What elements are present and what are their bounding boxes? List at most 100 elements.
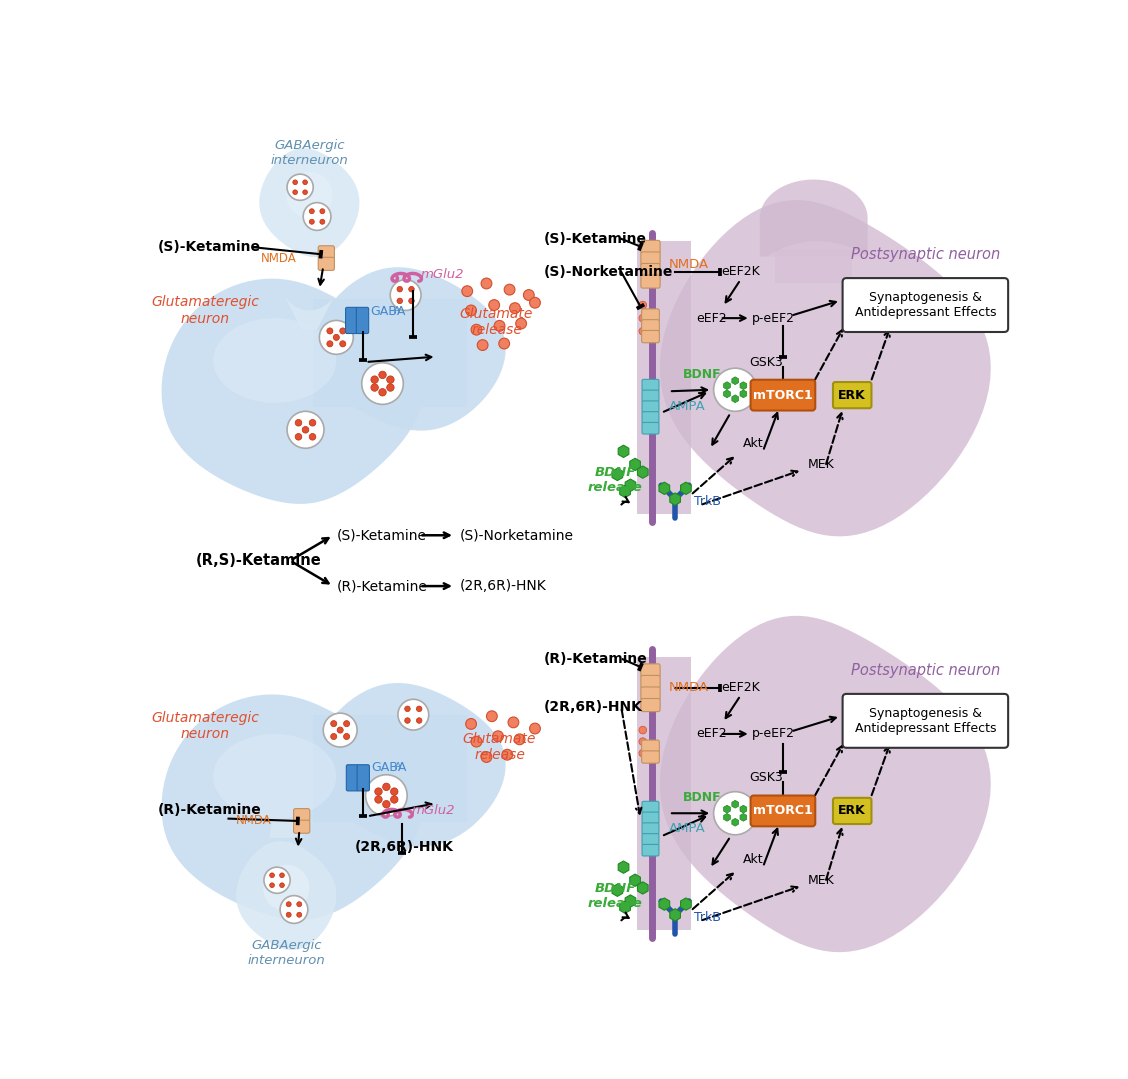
Circle shape <box>302 190 308 194</box>
Polygon shape <box>636 241 690 515</box>
FancyBboxPatch shape <box>356 308 369 333</box>
FancyBboxPatch shape <box>843 278 1008 332</box>
Circle shape <box>309 420 316 426</box>
Text: Postsynaptic neuron: Postsynaptic neuron <box>851 247 1001 262</box>
FancyBboxPatch shape <box>642 423 659 434</box>
Circle shape <box>280 896 308 924</box>
Text: eEF2K: eEF2K <box>721 265 760 278</box>
Text: MEK: MEK <box>808 874 835 887</box>
Circle shape <box>280 883 284 888</box>
FancyBboxPatch shape <box>642 309 660 322</box>
Text: Glutamateregic
neuron: Glutamateregic neuron <box>151 296 259 326</box>
Circle shape <box>397 286 403 292</box>
FancyBboxPatch shape <box>641 664 660 677</box>
Circle shape <box>309 434 316 440</box>
Text: (2R,6R)-HNK: (2R,6R)-HNK <box>544 700 643 714</box>
Polygon shape <box>660 200 990 536</box>
Text: GABAergic
interneuron: GABAergic interneuron <box>247 940 325 968</box>
Polygon shape <box>314 268 505 431</box>
Circle shape <box>297 912 301 917</box>
Text: BDNF
release: BDNF release <box>588 882 643 910</box>
Polygon shape <box>775 1057 853 1079</box>
Circle shape <box>638 738 646 746</box>
Text: Antidepressant Effects: Antidepressant Effects <box>855 306 996 319</box>
Text: A: A <box>394 306 400 315</box>
Circle shape <box>488 300 500 311</box>
Text: mGlu2: mGlu2 <box>412 804 456 817</box>
Polygon shape <box>760 988 867 1065</box>
Circle shape <box>293 190 298 194</box>
Polygon shape <box>287 172 333 218</box>
FancyBboxPatch shape <box>642 802 659 812</box>
Circle shape <box>297 902 301 906</box>
Circle shape <box>477 340 488 351</box>
Polygon shape <box>263 865 309 911</box>
Text: GABAergic
interneuron: GABAergic interneuron <box>271 138 349 166</box>
FancyBboxPatch shape <box>642 330 660 343</box>
Text: Antidepressant Effects: Antidepressant Effects <box>855 722 996 735</box>
Circle shape <box>302 426 309 433</box>
Text: eEF2K: eEF2K <box>721 681 760 694</box>
Circle shape <box>405 706 411 711</box>
Text: (S)-Ketamine: (S)-Ketamine <box>544 232 647 246</box>
Text: (S)-Norketamine: (S)-Norketamine <box>544 265 673 279</box>
Circle shape <box>287 912 291 917</box>
Circle shape <box>523 289 535 300</box>
Circle shape <box>390 788 398 795</box>
FancyBboxPatch shape <box>318 257 334 271</box>
Circle shape <box>387 384 394 392</box>
FancyBboxPatch shape <box>293 808 310 822</box>
Circle shape <box>340 328 346 334</box>
Text: (R)-Ketamine: (R)-Ketamine <box>544 652 647 666</box>
Text: NMDA: NMDA <box>669 258 710 271</box>
FancyBboxPatch shape <box>642 823 659 834</box>
Circle shape <box>714 368 757 411</box>
FancyBboxPatch shape <box>642 740 660 752</box>
Text: (S)-Ketamine: (S)-Ketamine <box>158 241 261 255</box>
Polygon shape <box>760 179 867 257</box>
Text: ERK: ERK <box>838 388 866 401</box>
Text: Glutamate
release: Glutamate release <box>460 306 534 337</box>
Circle shape <box>397 298 403 303</box>
Text: mGlu2: mGlu2 <box>421 268 465 281</box>
Polygon shape <box>314 299 467 407</box>
FancyBboxPatch shape <box>832 382 872 408</box>
Text: Akt: Akt <box>743 852 764 866</box>
Circle shape <box>287 902 291 906</box>
Circle shape <box>270 883 274 888</box>
Text: NMDA: NMDA <box>261 251 297 264</box>
Circle shape <box>461 286 473 297</box>
Circle shape <box>379 388 386 396</box>
Polygon shape <box>213 318 336 402</box>
Text: A: A <box>395 762 400 770</box>
FancyBboxPatch shape <box>641 698 660 711</box>
Circle shape <box>340 341 346 346</box>
Circle shape <box>382 801 390 808</box>
FancyBboxPatch shape <box>642 319 660 332</box>
Text: Postsynaptic neuron: Postsynaptic neuron <box>851 663 1001 678</box>
Text: NMDA: NMDA <box>236 815 272 828</box>
Text: BDNF
release: BDNF release <box>588 466 643 494</box>
Circle shape <box>280 873 284 877</box>
FancyBboxPatch shape <box>345 308 358 333</box>
FancyBboxPatch shape <box>642 834 659 845</box>
FancyBboxPatch shape <box>642 401 659 412</box>
Text: (R,S)-Ketamine: (R,S)-Ketamine <box>196 554 321 569</box>
Circle shape <box>714 792 757 835</box>
Circle shape <box>327 341 333 346</box>
Text: AMPA: AMPA <box>669 822 706 835</box>
Circle shape <box>287 411 324 448</box>
Text: eEF2: eEF2 <box>697 727 728 740</box>
Text: Glutamate
release: Glutamate release <box>462 732 536 762</box>
Circle shape <box>344 734 350 739</box>
Circle shape <box>472 325 482 336</box>
Circle shape <box>331 734 337 739</box>
Polygon shape <box>710 241 925 495</box>
Circle shape <box>408 286 414 292</box>
Circle shape <box>287 174 314 201</box>
Circle shape <box>486 711 497 722</box>
Polygon shape <box>161 695 423 919</box>
Text: mTORC1: mTORC1 <box>754 388 813 401</box>
Circle shape <box>320 208 325 214</box>
FancyBboxPatch shape <box>642 845 659 856</box>
